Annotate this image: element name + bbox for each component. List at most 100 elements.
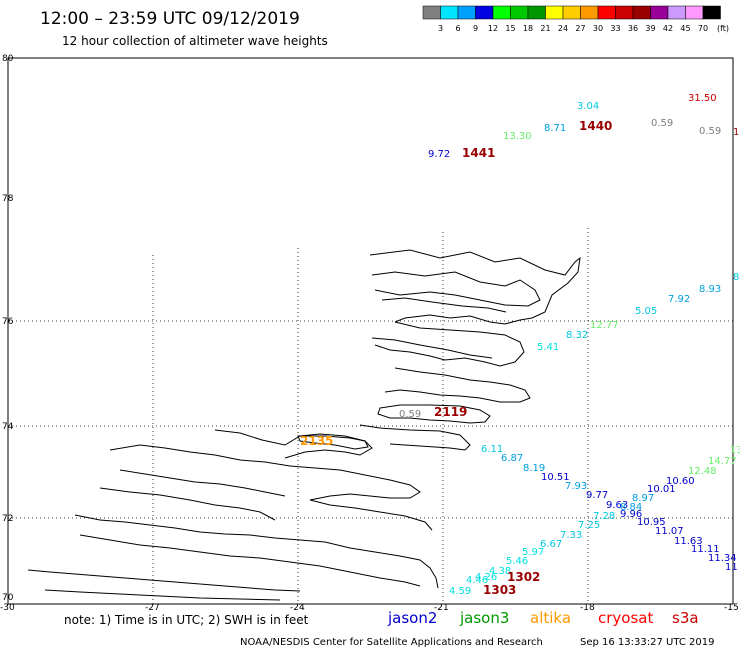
legend-label: 36 xyxy=(628,24,638,33)
wave-height-value: 4.38 xyxy=(489,566,511,577)
graticule xyxy=(8,228,733,604)
legend-swatch xyxy=(632,5,651,20)
wave-height-value: 6.67 xyxy=(540,539,562,550)
legend-swatch xyxy=(492,5,511,20)
wave-height-value: 4.46 xyxy=(466,575,488,586)
legend-label: 45 xyxy=(680,24,690,33)
wave-height-value: 10.51 xyxy=(541,472,570,483)
legend-swatch xyxy=(510,5,529,20)
legend-unit: (ft) xyxy=(717,24,729,33)
legend-swatch xyxy=(650,5,669,20)
lat-label: 74 xyxy=(2,422,14,432)
wave-height-value: 6.11 xyxy=(481,444,503,455)
legend-swatch xyxy=(667,5,686,20)
legend-swatch xyxy=(615,5,634,20)
lon-label: -15 xyxy=(724,603,739,613)
wave-height-value: 0.59 xyxy=(399,409,421,420)
wave-height-value: 8.97 xyxy=(632,493,654,504)
wave-height-value: 13.30 xyxy=(503,131,532,142)
legend-swatch xyxy=(702,5,721,20)
wave-height-value: 4.26 xyxy=(475,572,497,583)
lat-label: 80 xyxy=(2,54,14,64)
legend-swatch xyxy=(440,5,459,20)
legend-swatch xyxy=(527,5,546,20)
wave-height-value: 9.72 xyxy=(428,149,450,160)
pass-time-label: 2135 xyxy=(300,434,333,448)
pass-time-label: 1302 xyxy=(507,570,540,584)
pass-time-label: 2119 xyxy=(434,405,467,419)
wave-height-value: 9.96 xyxy=(620,509,642,520)
lon-label: -27 xyxy=(145,603,160,613)
lat-label: 78 xyxy=(2,194,14,204)
map-subtitle: 12 hour collection of altimeter wave hei… xyxy=(62,34,328,48)
legend-swatch xyxy=(422,5,441,20)
latitude-labels: 80 78 76 74 72 70 xyxy=(2,54,14,603)
wave-height-value: 5.05 xyxy=(635,306,657,317)
map-title: 12:00 – 23:59 UTC 09/12/2019 xyxy=(40,9,300,29)
lat-label: 76 xyxy=(2,317,14,327)
pass-time-label: 1303 xyxy=(483,583,516,597)
wave-height-value: 8.32 xyxy=(566,330,588,341)
lon-label: -21 xyxy=(434,603,449,613)
wave-height-value: 8.71 xyxy=(544,123,566,134)
wave-height-value: 11.63 xyxy=(674,536,703,547)
altimeter-observations: 31.50 3.04 0.59 1440 8.71 0.59 1 13.30 9.72 1441 8… xyxy=(300,93,740,597)
legend-label: 24 xyxy=(558,24,568,33)
wave-height-value: 6.87 xyxy=(501,453,523,464)
legend-label: 70 xyxy=(698,24,708,33)
legend-label: 42 xyxy=(663,24,673,33)
wave-height-value: 11.34 xyxy=(708,553,737,564)
wave-height-value: 3.04 xyxy=(577,101,599,112)
lon-label: -24 xyxy=(290,603,305,613)
pass-time-label: 1440 xyxy=(579,119,612,133)
legend-swatch xyxy=(545,5,564,20)
mission-s3a: s3a xyxy=(672,609,699,627)
legend-swatch xyxy=(475,5,494,20)
wave-height-value: 1 xyxy=(733,127,739,138)
wave-height-value: 8.84 xyxy=(620,502,642,513)
legend-label: 21 xyxy=(540,24,550,33)
legend-swatch xyxy=(457,5,476,20)
wave-height-value: 0.59 xyxy=(651,118,673,129)
wave-height-value: 7.92 xyxy=(668,294,690,305)
wave-height-value: 14.77 xyxy=(708,456,737,467)
wave-height-value: 7.93 xyxy=(565,481,587,492)
legend-label: 18 xyxy=(523,24,533,33)
wave-height-value: 10.01 xyxy=(647,484,676,495)
mission-altika: altika xyxy=(530,609,571,627)
wave-height-value: 8.93 xyxy=(699,284,721,295)
longitude-labels: -30 -27 -24 -21 -18 -15 xyxy=(0,603,739,613)
credit-line: NOAA/NESDIS Center for Satellite Applica… xyxy=(240,637,543,648)
legend-label: 15 xyxy=(505,24,515,33)
wave-height-legend: 3 6 9 12 15 18 21 24 27 30 33 36 39 42 45 70 (ft) xyxy=(422,5,729,33)
lon-label: -18 xyxy=(580,603,595,613)
legend-swatch xyxy=(597,5,616,20)
greenland-coastline xyxy=(27,249,581,601)
lat-label: 70 xyxy=(2,593,14,603)
pass-time-label: 1441 xyxy=(462,146,495,160)
legend-label: 3 xyxy=(438,24,443,33)
wave-height-value: 9.77 xyxy=(586,490,608,501)
legend-swatch xyxy=(562,5,581,20)
wave-height-value: 12.48 xyxy=(688,466,717,477)
wave-height-value: 7.25 xyxy=(578,520,600,531)
mission-legend: jason2 jason3 altika cryosat s3a xyxy=(387,609,699,627)
wave-height-value: 11 xyxy=(725,562,738,573)
legend-label: 33 xyxy=(610,24,620,33)
wave-height-value: 12.77 xyxy=(590,320,619,331)
wave-height-value: 11.11 xyxy=(691,544,720,555)
wave-height-value: 8 xyxy=(733,272,739,283)
wave-height-value: 10.60 xyxy=(666,476,695,487)
wave-height-value: 7.33 xyxy=(560,530,582,541)
wave-height-value: 31.50 xyxy=(688,93,717,104)
legend-swatch xyxy=(685,5,704,20)
legend-label: 6 xyxy=(455,24,460,33)
mission-jason3: jason3 xyxy=(459,609,509,627)
legend-swatch xyxy=(580,5,599,20)
wave-height-value: 5.46 xyxy=(506,556,528,567)
lat-label: 72 xyxy=(2,514,13,524)
legend-label: 39 xyxy=(645,24,655,33)
wave-height-value: 7.28 xyxy=(593,511,615,522)
mission-cryosat: cryosat xyxy=(598,609,653,627)
